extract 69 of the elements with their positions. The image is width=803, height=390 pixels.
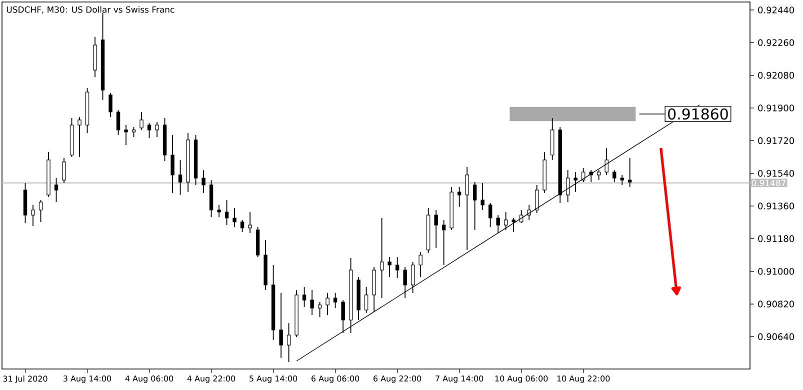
y-tick-label: 0.91000: [758, 268, 794, 275]
candlestick: [155, 122, 159, 138]
y-tick-label: 0.92440: [758, 6, 794, 14]
candlestick: [628, 157, 632, 188]
y-tick-label: 0.91180: [758, 235, 794, 242]
y-tick-label: 0.92260: [758, 39, 794, 46]
candlestick: [589, 170, 593, 182]
candlestick: [116, 110, 120, 136]
candlestick: [318, 302, 322, 318]
candlestick: [480, 182, 484, 210]
candlestick: [418, 251, 422, 278]
candlestick: [310, 290, 314, 316]
y-tick-label: 0.91540: [758, 170, 794, 177]
candlestick: [217, 204, 221, 218]
candlestick: [279, 292, 283, 358]
candlestick: [388, 256, 392, 278]
y-tick-label: 0.90640: [758, 333, 794, 340]
candlestick: [403, 266, 407, 298]
candlestick: [341, 300, 345, 334]
candlestick: [140, 112, 144, 130]
candlestick: [178, 159, 182, 196]
candlestick: [31, 204, 35, 226]
candlestick: [472, 182, 477, 230]
y-tick-label: 0.90820: [758, 300, 794, 308]
candlestick: [333, 292, 338, 308]
candlestick: [442, 220, 446, 266]
candlestick: [380, 218, 384, 298]
candlestick: [54, 178, 58, 202]
candlestick: [597, 170, 601, 181]
annotation: 0.91860: [668, 108, 728, 120]
ref-line-label: 0.91487: [752, 180, 786, 186]
candlestick: [286, 322, 291, 363]
candlestick: [147, 122, 152, 138]
candlestick: [496, 214, 500, 234]
candlestick: [512, 218, 516, 232]
candlestick: [574, 172, 578, 192]
candlestick: [534, 184, 539, 214]
candlestick: [620, 174, 624, 186]
candlestick: [302, 286, 306, 308]
candlestick: [566, 170, 570, 202]
candlestick: [202, 170, 206, 194]
candlestick: [248, 212, 252, 234]
candlestick: [326, 292, 330, 316]
candlestick: [604, 147, 608, 176]
candlestick: [504, 212, 508, 230]
candlestick: [132, 126, 136, 138]
candlestick: [240, 220, 244, 232]
y-tick-label: 0.91720: [758, 137, 794, 144]
candlestick: [78, 116, 82, 158]
candlestick: [465, 166, 469, 250]
candlestick: [364, 286, 368, 314]
candlestick: [410, 261, 415, 294]
candlestick: [395, 256, 400, 279]
candlestick: [38, 200, 43, 222]
candlestick: [108, 92, 112, 118]
y-tick-label: 0.92080: [758, 72, 794, 79]
candlestick: [232, 208, 236, 228]
y-tick-label: 0.91900: [758, 104, 794, 112]
candlestick: [457, 186, 462, 208]
candlestick: [62, 157, 66, 184]
candlestick: [434, 210, 438, 248]
candlestick: [612, 170, 616, 182]
candlestick: [124, 124, 128, 146]
candlestick: [488, 202, 492, 228]
y-tick-label: 0.91360: [758, 202, 794, 210]
chart-title: USDCHF, M30: US Dollar vs Swiss Franc: [6, 6, 174, 14]
candlestick: [224, 200, 229, 226]
candlestick: [170, 134, 174, 194]
candlestick: [582, 168, 586, 182]
